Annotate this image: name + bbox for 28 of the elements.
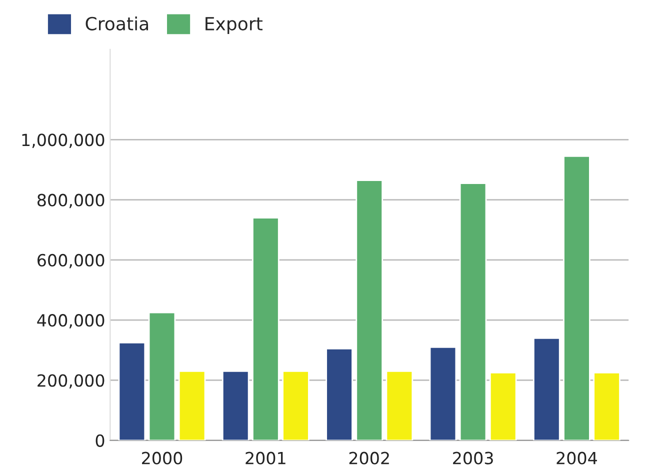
y-tick-label: 200,000	[38, 374, 104, 389]
legend-label: Export	[206, 17, 262, 34]
bar	[593, 372, 620, 440]
bar	[459, 182, 487, 440]
bar	[563, 156, 590, 440]
bar	[489, 372, 517, 440]
x-tick-label: 2002	[349, 452, 389, 464]
bar	[118, 342, 146, 440]
bar	[222, 370, 250, 440]
y-tick-label: 800,000	[38, 194, 104, 208]
bar	[282, 370, 310, 440]
bar	[356, 180, 384, 440]
bar	[386, 370, 414, 440]
bar	[326, 348, 353, 440]
bar	[429, 346, 457, 440]
bar	[148, 312, 176, 440]
y-tick-label: 400,000	[37, 314, 104, 328]
bar	[178, 370, 206, 440]
bar	[533, 337, 560, 440]
y-tick-label: 600,000	[38, 254, 104, 268]
bar	[252, 217, 280, 440]
y-tick-label: 1,000,000	[22, 134, 104, 148]
y-tick-label: 0	[96, 434, 104, 447]
x-tick-label: 2004	[556, 452, 597, 464]
x-tick-label: 2001	[246, 452, 286, 464]
x-tick-label: 2000	[142, 452, 182, 464]
x-tick-label: 2003	[453, 452, 493, 464]
legend-label: Croatia	[86, 16, 148, 30]
